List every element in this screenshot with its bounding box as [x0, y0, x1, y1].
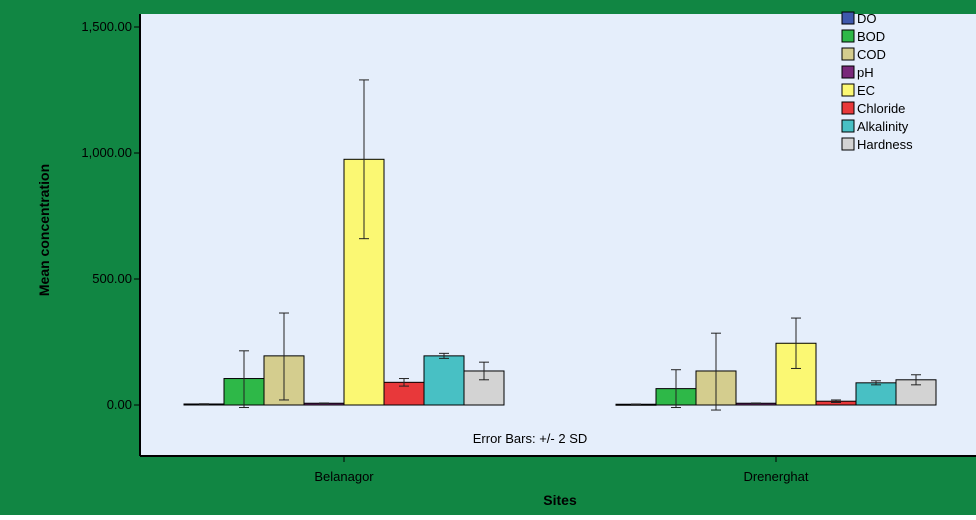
x-tick-label: Drenerghat — [743, 469, 808, 484]
legend-swatch-do — [841, 11, 855, 25]
legend-swatch-ph — [841, 65, 855, 79]
y-tick-label: 0.00 — [107, 397, 132, 412]
legend-label-alkalinity: Alkalinity — [857, 119, 909, 134]
legend-label-hardness: Hardness — [857, 137, 913, 152]
legend-swatch-hardness — [841, 137, 855, 151]
legend-label-cod: COD — [857, 47, 886, 62]
x-tick-label: Belanagor — [314, 469, 374, 484]
y-tick-label: 500.00 — [92, 271, 132, 286]
legend-label-ec: EC — [857, 83, 875, 98]
y-axis-label: Mean concentration — [36, 164, 52, 296]
legend-label-chloride: Chloride — [857, 101, 905, 116]
legend-label-do: DO — [857, 11, 877, 26]
y-ticks: 0.00 500.00 1,000.00 1,500.00 — [81, 19, 140, 412]
x-ticks: Belanagor Drenerghat — [314, 456, 809, 484]
legend-swatch-ec — [841, 83, 855, 97]
legend-label-bod: BOD — [857, 29, 885, 44]
x-axis-label: Sites — [543, 492, 577, 508]
y-tick-label: 1,500.00 — [81, 19, 132, 34]
y-tick-label: 1,000.00 — [81, 145, 132, 160]
legend-swatch-chloride — [841, 101, 855, 115]
legend-swatch-cod — [841, 47, 855, 61]
legend-label-ph: pH — [857, 65, 874, 80]
legend-swatch-bod — [841, 29, 855, 43]
bar-alkalinity-drenerghat — [855, 382, 897, 406]
bar-alkalinity-belanagor — [423, 355, 465, 406]
legend: DO BOD COD pH EC Chloride Alkalinity Hardness — [841, 11, 913, 152]
legend-swatch-alkalinity — [841, 119, 855, 133]
error-bars-layer — [199, 79, 921, 411]
error-bars-note: Error Bars: +/- 2 SD — [473, 431, 588, 446]
